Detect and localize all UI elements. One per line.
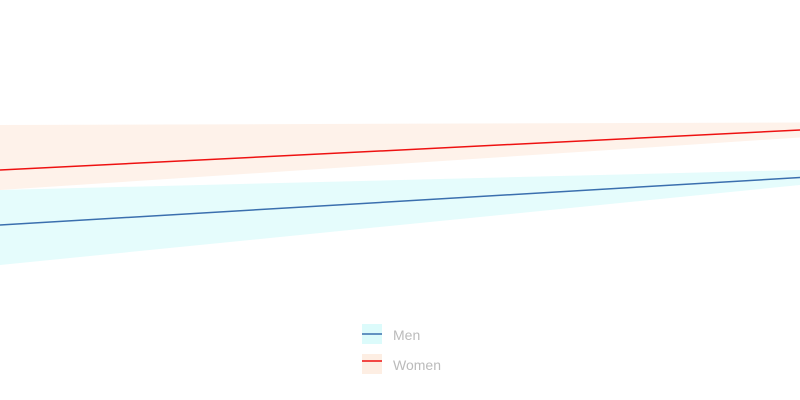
- series-line-women[interactable]: [0, 129, 800, 171]
- confidence-bands: [0, 122, 800, 265]
- legend: Men Women: [362, 324, 441, 374]
- legend-label-women: Women: [393, 357, 441, 373]
- legend-swatch-women: [362, 354, 382, 374]
- series-lines: [0, 129, 800, 226]
- legend-label-men: Men: [393, 327, 420, 343]
- confidence-band-men: [0, 170, 800, 265]
- legend-item-men[interactable]: Men: [362, 324, 420, 344]
- series-line-men[interactable]: [0, 176, 800, 226]
- legend-item-women[interactable]: Women: [362, 354, 441, 374]
